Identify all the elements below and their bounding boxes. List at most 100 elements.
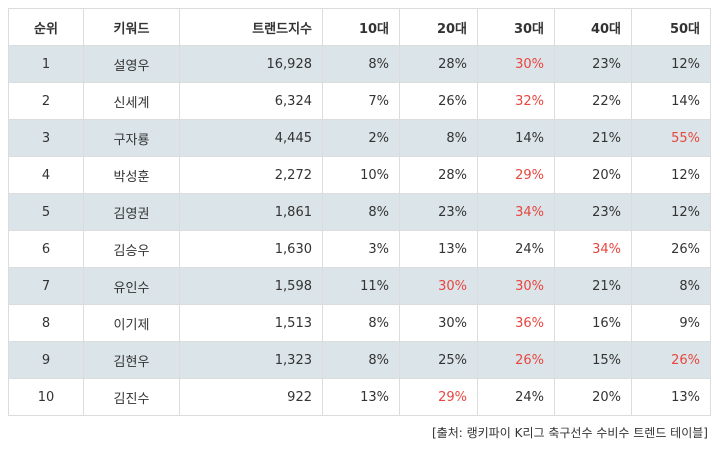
- cell-rank: 10: [8, 378, 84, 416]
- cell-40s: 21%: [554, 119, 632, 157]
- cell-rank: 8: [8, 304, 84, 342]
- cell-50s: 26%: [631, 230, 711, 268]
- cell-keyword: 구자룡: [83, 119, 180, 157]
- cell-keyword: 박성훈: [83, 156, 180, 194]
- cell-30s: 30%: [477, 45, 555, 83]
- cell-40s: 22%: [554, 82, 632, 120]
- cell-30s: 14%: [477, 119, 555, 157]
- cell-50s: 12%: [631, 45, 711, 83]
- cell-20s: 30%: [399, 267, 478, 305]
- cell-trend-index: 16,928: [179, 45, 323, 83]
- table-row: 1 설영우 16,928 8% 28% 30% 23% 12%: [8, 45, 711, 83]
- cell-trend-index: 4,445: [179, 119, 323, 157]
- cell-30s: 29%: [477, 156, 555, 194]
- cell-50s: 26%: [631, 341, 711, 379]
- cell-50s: 9%: [631, 304, 711, 342]
- cell-40s: 21%: [554, 267, 632, 305]
- cell-40s: 20%: [554, 156, 632, 194]
- cell-keyword: 김영권: [83, 193, 180, 231]
- cell-keyword: 이기제: [83, 304, 180, 342]
- cell-keyword: 김진수: [83, 378, 180, 416]
- cell-rank: 4: [8, 156, 84, 194]
- cell-20s: 29%: [399, 378, 478, 416]
- table-body: 1 설영우 16,928 8% 28% 30% 23% 12% 2 신세계 6,324 7% 26% 32…: [8, 45, 711, 416]
- cell-50s: 14%: [631, 82, 711, 120]
- cell-40s: 34%: [554, 230, 632, 268]
- cell-30s: 26%: [477, 341, 555, 379]
- source-caption: [출처: 랭키파이 K리그 축구선수 수비수 트렌드 테이블]: [431, 426, 708, 440]
- header-rank: 순위: [8, 8, 84, 46]
- table-row: 2 신세계 6,324 7% 26% 32% 22% 14%: [8, 82, 711, 120]
- cell-20s: 13%: [399, 230, 478, 268]
- cell-10s: 10%: [322, 156, 400, 194]
- cell-rank: 1: [8, 45, 84, 83]
- cell-10s: 8%: [322, 193, 400, 231]
- cell-trend-index: 1,598: [179, 267, 323, 305]
- cell-10s: 8%: [322, 304, 400, 342]
- cell-trend-index: 1,861: [179, 193, 323, 231]
- cell-30s: 24%: [477, 230, 555, 268]
- table-row: 7 유인수 1,598 11% 30% 30% 21% 8%: [8, 267, 711, 305]
- header-keyword: 키워드: [83, 8, 180, 46]
- cell-40s: 16%: [554, 304, 632, 342]
- cell-10s: 13%: [322, 378, 400, 416]
- cell-10s: 8%: [322, 341, 400, 379]
- cell-rank: 9: [8, 341, 84, 379]
- header-50s: 50대: [631, 8, 711, 46]
- cell-10s: 7%: [322, 82, 400, 120]
- cell-rank: 3: [8, 119, 84, 157]
- cell-50s: 12%: [631, 193, 711, 231]
- table-row: 10 김진수 922 13% 29% 24% 20% 13%: [8, 378, 711, 416]
- cell-trend-index: 1,513: [179, 304, 323, 342]
- cell-keyword: 설영우: [83, 45, 180, 83]
- table-row: 3 구자룡 4,445 2% 8% 14% 21% 55%: [8, 119, 711, 157]
- cell-trend-index: 922: [179, 378, 323, 416]
- table-header-row: 순위 키워드 트랜드지수 10대 20대 30대 40대 50대: [8, 8, 711, 46]
- cell-20s: 8%: [399, 119, 478, 157]
- table-row: 9 김현우 1,323 8% 25% 26% 15% 26%: [8, 341, 711, 379]
- cell-keyword: 신세계: [83, 82, 180, 120]
- cell-40s: 15%: [554, 341, 632, 379]
- cell-40s: 23%: [554, 193, 632, 231]
- cell-50s: 12%: [631, 156, 711, 194]
- cell-30s: 36%: [477, 304, 555, 342]
- cell-20s: 28%: [399, 156, 478, 194]
- cell-30s: 30%: [477, 267, 555, 305]
- cell-rank: 7: [8, 267, 84, 305]
- table-row: 4 박성훈 2,272 10% 28% 29% 20% 12%: [8, 156, 711, 194]
- cell-40s: 20%: [554, 378, 632, 416]
- trend-table: 순위 키워드 트랜드지수 10대 20대 30대 40대 50대 1 설영우 16,…: [8, 8, 711, 416]
- cell-keyword: 유인수: [83, 267, 180, 305]
- cell-20s: 25%: [399, 341, 478, 379]
- cell-20s: 26%: [399, 82, 478, 120]
- cell-20s: 23%: [399, 193, 478, 231]
- cell-50s: 8%: [631, 267, 711, 305]
- cell-30s: 32%: [477, 82, 555, 120]
- header-10s: 10대: [322, 8, 400, 46]
- header-30s: 30대: [477, 8, 555, 46]
- cell-rank: 5: [8, 193, 84, 231]
- cell-20s: 28%: [399, 45, 478, 83]
- cell-rank: 6: [8, 230, 84, 268]
- cell-keyword: 김승우: [83, 230, 180, 268]
- cell-40s: 23%: [554, 45, 632, 83]
- cell-50s: 55%: [631, 119, 711, 157]
- table-row: 6 김승우 1,630 3% 13% 24% 34% 26%: [8, 230, 711, 268]
- cell-30s: 24%: [477, 378, 555, 416]
- ranking-table-container: 순위 키워드 트랜드지수 10대 20대 30대 40대 50대 1 설영우 16,…: [8, 8, 711, 441]
- cell-trend-index: 1,323: [179, 341, 323, 379]
- cell-20s: 30%: [399, 304, 478, 342]
- header-trend-index: 트랜드지수: [179, 8, 323, 46]
- cell-30s: 34%: [477, 193, 555, 231]
- cell-10s: 8%: [322, 45, 400, 83]
- cell-trend-index: 2,272: [179, 156, 323, 194]
- cell-keyword: 김현우: [83, 341, 180, 379]
- cell-trend-index: 6,324: [179, 82, 323, 120]
- cell-10s: 11%: [322, 267, 400, 305]
- header-20s: 20대: [399, 8, 478, 46]
- table-row: 5 김영권 1,861 8% 23% 34% 23% 12%: [8, 193, 711, 231]
- cell-rank: 2: [8, 82, 84, 120]
- cell-10s: 2%: [322, 119, 400, 157]
- table-row: 8 이기제 1,513 8% 30% 36% 16% 9%: [8, 304, 711, 342]
- cell-10s: 3%: [322, 230, 400, 268]
